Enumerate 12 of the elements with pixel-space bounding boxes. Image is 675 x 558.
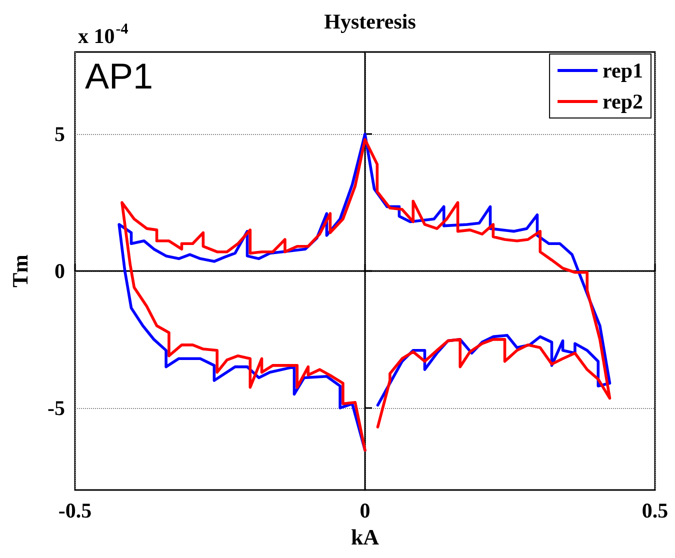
x-tick-label: 0.5 xyxy=(642,498,668,522)
x-tick-label: 0 xyxy=(360,498,370,522)
legend-label: rep2 xyxy=(602,90,644,114)
y-tick-label: 5 xyxy=(54,122,65,146)
y-axis-title: Tm xyxy=(8,254,32,288)
x-axis-title: kA xyxy=(350,524,380,550)
legend-label: rep1 xyxy=(602,58,644,82)
y-tick-label: -5 xyxy=(48,396,65,420)
annotation: AP1 xyxy=(85,56,154,96)
y-tick-label: 0 xyxy=(54,259,65,283)
x-tick-label: -0.5 xyxy=(58,498,92,522)
chart-title: Hysteresis xyxy=(324,10,416,34)
